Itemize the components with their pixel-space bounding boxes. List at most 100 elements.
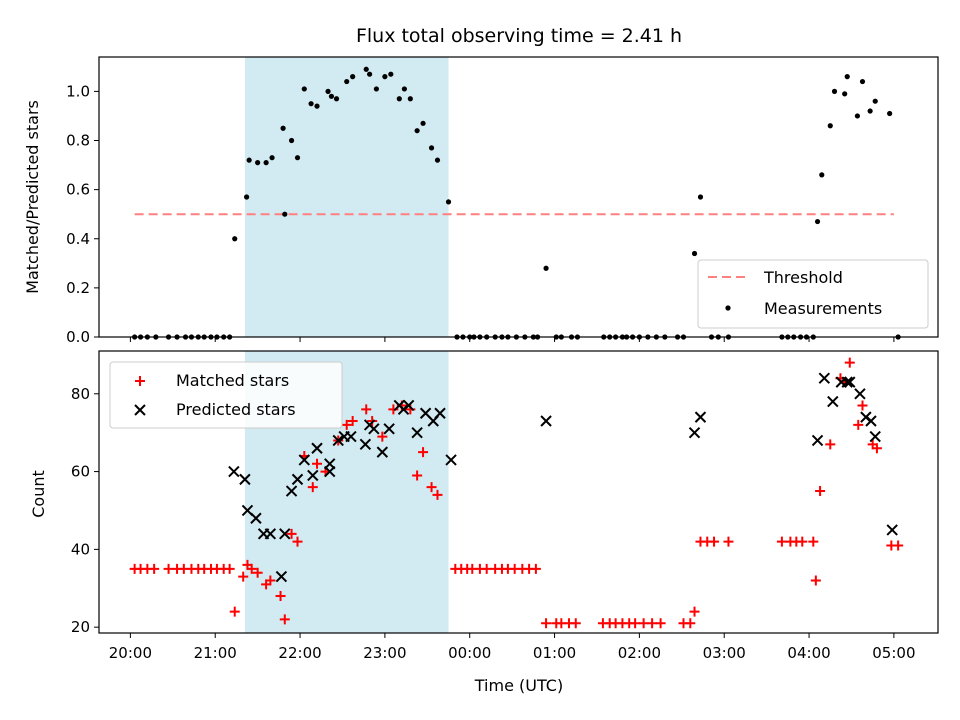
legend-measurement-label: Measurements — [764, 299, 882, 318]
top-ylabel: Matched/Predicted stars — [23, 100, 42, 294]
measurement-point — [414, 128, 420, 134]
xtick-label: 21:00 — [194, 644, 237, 662]
matched-star-point — [530, 563, 541, 574]
xtick-label: 04:00 — [787, 644, 830, 662]
legend-threshold-label: Threshold — [763, 268, 843, 287]
bottom-legend — [109, 361, 343, 429]
matched-star-point — [361, 404, 372, 415]
measurement-point — [831, 88, 838, 94]
predicted-star-point — [298, 454, 311, 466]
matched-star-point — [432, 489, 443, 500]
measurement-point — [294, 155, 301, 161]
matched-star-point — [265, 575, 276, 586]
measurement-point — [428, 145, 435, 151]
predicted-star-point — [818, 372, 831, 384]
measurement-point — [819, 172, 825, 178]
top-ytick-label: 0.4 — [66, 230, 90, 248]
measurement-point — [350, 74, 356, 80]
measurement-point — [814, 218, 821, 225]
matched-star-point — [163, 563, 174, 574]
measurement-point — [434, 157, 441, 163]
predicted-star-point — [368, 423, 380, 435]
predicted-star-point — [694, 411, 707, 423]
matched-star-point — [481, 563, 492, 574]
predicted-star-point — [359, 438, 372, 451]
predicted-star-point — [307, 469, 319, 482]
bottom-axes-frame — [98, 350, 939, 634]
predicted-star-point — [869, 430, 881, 443]
xtick-label: 23:00 — [363, 644, 406, 662]
bottom-ytick-label: 20 — [71, 618, 90, 636]
predicted-star-point — [239, 473, 251, 486]
matched-star-point — [893, 540, 904, 551]
measurement-point — [308, 101, 314, 107]
bottom-ytick-label: 40 — [71, 540, 90, 558]
matched-star-point — [286, 528, 297, 539]
measurement-point — [333, 96, 340, 102]
predicted-star-point — [311, 442, 323, 454]
predicted-star-point — [402, 399, 415, 412]
legend-predicted-label: Predicted stars — [176, 400, 296, 419]
matched-star-point — [312, 458, 323, 469]
measurement-point — [872, 98, 878, 104]
predicted-star-point — [279, 528, 291, 540]
predicted-star-point — [841, 376, 853, 388]
matched-star-point — [776, 536, 787, 547]
measurement-point — [255, 160, 261, 166]
top-ytick-label: 0.6 — [66, 181, 90, 199]
matched-star-point — [307, 482, 318, 493]
matched-star-point — [815, 486, 826, 497]
matched-star-point — [224, 563, 235, 574]
legend-measurement-swatch — [725, 305, 731, 311]
matched-star-point — [857, 400, 868, 411]
measurement-point — [367, 71, 373, 77]
matched-star-point — [238, 571, 249, 582]
matched-star-point — [377, 431, 388, 442]
legend-matched-swatch — [135, 376, 145, 386]
matched-star-point — [570, 618, 581, 629]
predicted-star-point — [688, 426, 701, 439]
xtick-label: 00:00 — [448, 644, 491, 662]
bottom-ytick-label: 60 — [71, 463, 90, 481]
matched-star-point — [412, 470, 423, 481]
matched-star-point — [246, 563, 257, 574]
measurement-point — [328, 93, 335, 99]
matched-star-point — [638, 618, 649, 629]
matched-star-point — [292, 536, 303, 547]
chart-title: Flux total observing time = 2.41 h — [356, 25, 682, 47]
predicted-star-point — [345, 430, 357, 443]
measurement-point — [382, 74, 388, 80]
top-shaded-region — [244, 57, 449, 337]
legend-matched-label: Matched stars — [176, 371, 289, 390]
matched-star-point — [275, 591, 286, 602]
measurement-point — [301, 86, 307, 92]
measurement-point — [246, 157, 252, 163]
predicted-star-point — [844, 376, 856, 388]
predicted-star-point — [854, 388, 866, 400]
predicted-star-point — [811, 434, 824, 447]
predicted-star-point — [285, 485, 298, 497]
measurement-point — [288, 137, 295, 144]
predicted-star-point — [865, 415, 877, 427]
measurement-point — [827, 123, 833, 129]
matched-star-point — [630, 618, 641, 629]
predicted-star-point — [264, 528, 277, 540]
measurement-point — [697, 194, 704, 200]
measurement-point — [325, 88, 331, 94]
top-ytick-label: 0.8 — [66, 132, 90, 150]
legend-predicted-swatch — [134, 404, 146, 416]
measurement-point — [854, 113, 861, 119]
measurement-point — [407, 96, 413, 102]
matched-star-point — [341, 419, 352, 430]
xtick-label: 22:00 — [278, 644, 321, 662]
measurement-point — [280, 125, 286, 131]
measurement-point — [363, 66, 369, 72]
top-ytick-label: 0.2 — [66, 279, 90, 297]
measurement-point — [282, 211, 288, 217]
matched-star-point — [825, 439, 836, 450]
measurement-point — [373, 86, 380, 92]
predicted-star-point — [445, 454, 457, 466]
measurement-point — [401, 86, 407, 92]
top-ytick-label: 1.0 — [66, 82, 90, 100]
matched-star-point — [279, 614, 290, 625]
